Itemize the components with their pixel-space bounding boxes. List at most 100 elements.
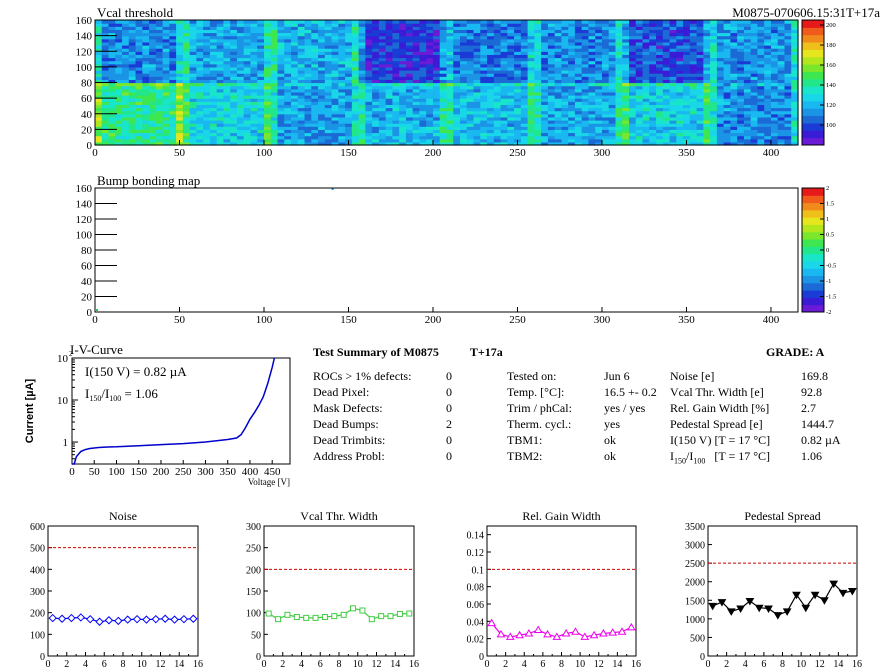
heatmap-cell (615, 57, 623, 62)
heatmap-cell (291, 126, 299, 130)
heatmap-cell (122, 98, 130, 102)
heatmap-cell (487, 60, 495, 65)
heatmap-cell (581, 54, 590, 59)
x-tick-label: 50 (174, 314, 186, 326)
heatmap-cell (182, 113, 191, 118)
heatmap-cell (710, 41, 718, 46)
heatmap-cell (236, 123, 245, 127)
heatmap-cell (304, 91, 312, 96)
heatmap-cell (723, 113, 732, 118)
heatmap-cell (473, 51, 481, 55)
heatmap-cell (432, 116, 441, 121)
heatmap-cell (446, 45, 454, 49)
heatmap-cell (554, 73, 563, 77)
heatmap-cell (527, 63, 535, 68)
heatmap-cell (419, 73, 427, 77)
heatmap-cell (365, 101, 373, 105)
heatmap-cell (149, 132, 157, 137)
heatmap-cell (574, 138, 583, 143)
heatmap-cell (635, 113, 644, 118)
heatmap-cell (345, 48, 353, 52)
heatmap-cell (743, 70, 752, 74)
heatmap-cell (324, 104, 333, 109)
heatmap-cell (770, 116, 779, 121)
heatmap-cell (629, 116, 637, 121)
heatmap-cell (608, 129, 617, 134)
heatmap-cell (493, 32, 502, 37)
heatmap-cell (568, 41, 576, 46)
heatmap-cell (480, 41, 488, 46)
heatmap-cell (588, 82, 596, 87)
heatmap-cell (507, 116, 515, 121)
heatmap-cell (723, 110, 732, 115)
heatmap-cell (730, 120, 738, 124)
heatmap-cell (487, 101, 495, 105)
heatmap-cell (716, 98, 725, 102)
heatmap-cell (412, 63, 421, 68)
heatmap-cell (541, 101, 549, 105)
heatmap-cell (676, 95, 684, 99)
heatmap-cell (358, 85, 366, 90)
heatmap-cell (547, 23, 556, 27)
heatmap-cell (385, 138, 394, 143)
heatmap-cell (737, 95, 745, 99)
heatmap-cell (176, 35, 184, 40)
heatmap-cell (608, 32, 617, 37)
heatmap-cell (791, 54, 799, 59)
heatmap-cell (412, 26, 421, 30)
heatmap-cell (338, 76, 346, 80)
chart-point (626, 622, 636, 631)
heatmap-cell (541, 88, 549, 93)
heatmap-cell (635, 45, 644, 49)
heatmap-cell (601, 60, 610, 65)
heatmap-cell (649, 104, 657, 109)
heatmap-cell (595, 35, 603, 40)
heatmap-cell (128, 26, 137, 30)
heatmap-cell (209, 107, 218, 112)
heatmap-cell (723, 63, 732, 68)
heatmap-cell (784, 116, 792, 121)
heatmap-cell (656, 107, 664, 112)
heatmap-cell (250, 132, 258, 137)
heatmap-cell (500, 129, 508, 134)
heatmap-cell (324, 45, 333, 49)
heatmap-cell (439, 38, 448, 43)
heatmap-cell (419, 104, 427, 109)
heatmap-cell (345, 32, 353, 37)
heatmap-cell (635, 38, 644, 43)
heatmap-cell (162, 76, 170, 80)
heatmap-cell (135, 104, 143, 109)
heatmap-cell (318, 29, 326, 34)
heatmap-cell (439, 98, 448, 102)
heatmap-cell (649, 110, 657, 115)
heatmap-cell (311, 132, 319, 137)
heatmap-cell (554, 104, 563, 109)
heatmap-cell (527, 73, 535, 77)
heatmap-cell (311, 88, 319, 93)
heatmap-cell (419, 63, 427, 68)
heatmap-cell (662, 57, 671, 62)
heatmap-cell (351, 41, 360, 46)
chart-point (85, 614, 95, 624)
heatmap-cell (216, 35, 225, 40)
heatmap-cell (331, 23, 339, 27)
heatmap-cell (777, 23, 786, 27)
heatmap-cell (297, 88, 306, 93)
heatmap-cell (791, 51, 799, 55)
chart-point (303, 614, 310, 621)
heatmap-cell (561, 107, 569, 112)
heatmap-cell (142, 35, 150, 40)
heatmap-cell (284, 54, 292, 59)
heatmap-cell (642, 60, 650, 65)
heatmap-cell (351, 107, 360, 112)
heatmap-cell (378, 107, 387, 112)
heatmap-cell (446, 70, 454, 74)
chart-x-tick-label: 4 (83, 659, 88, 670)
iv-xlabel: Voltage [V] (248, 477, 290, 487)
heatmap-cell (514, 126, 522, 130)
heatmap-cell (196, 82, 204, 87)
heatmap-cell (487, 88, 495, 93)
chart-point (617, 627, 627, 635)
heatmap-cell (514, 38, 522, 43)
heatmap-cell (432, 48, 441, 52)
